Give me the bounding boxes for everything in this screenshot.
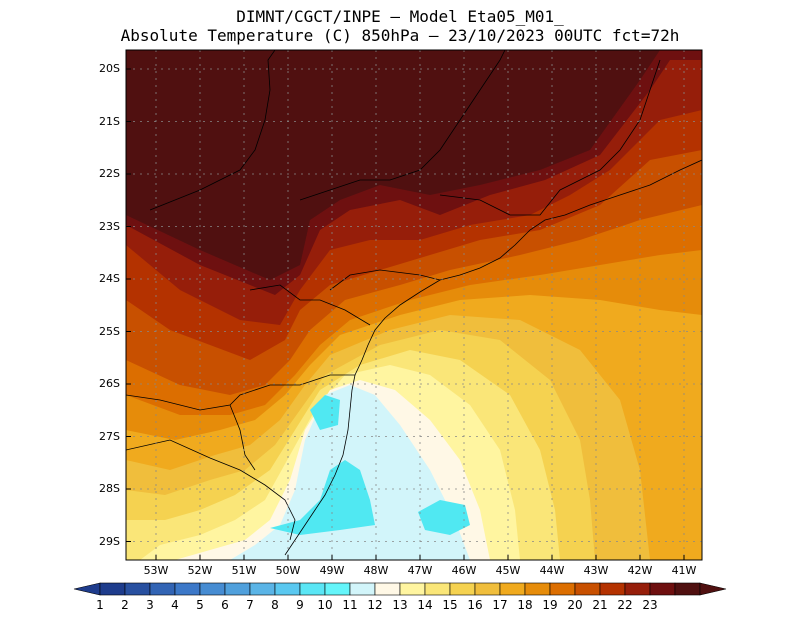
colorbar-swatch [199,582,226,596]
lat-label: 24S [99,272,120,285]
colorbar-high-arrow [699,582,727,596]
lon-label: 47W [407,564,433,577]
lat-label: 26S [99,377,120,390]
field-layer-10b [310,395,340,430]
state-boundary-5 [299,50,506,201]
field-layer-10c [418,500,470,535]
colorbar-swatch [124,582,151,596]
colorbar-low-arrow [73,582,101,596]
lon-label: 49W [319,564,345,577]
colorbar-label: 17 [492,598,508,612]
state-boundary-2 [126,439,296,541]
colorbar-swatch [649,582,676,596]
axis-ticks [126,68,685,560]
lon-label: 52W [187,564,213,577]
colorbar-label: 13 [392,598,408,612]
lon-label: 50W [275,564,301,577]
lon-label: 42W [627,564,653,577]
lon-label: 53W [143,564,169,577]
colorbar-label: 10 [317,598,333,612]
title-line-2: Absolute Temperature (C) 850hPa – 23/10/… [120,26,680,45]
colorbar-swatch [374,582,401,596]
colorbar-label: 2 [121,598,129,612]
colorbar-swatch [149,582,176,596]
state-boundary-1 [126,374,355,411]
lat-label: 20S [99,62,120,75]
lon-label: 41W [671,564,697,577]
lat-label: 21S [99,114,120,128]
colorbar-label: 9 [296,598,304,612]
colorbar-swatch [674,582,701,596]
lat-label: 28S [99,482,120,495]
state-boundary-6 [439,59,661,216]
graticule [126,50,702,560]
colorbar-label: 4 [171,598,179,612]
colorbar-label: 1 [96,598,104,612]
colorbar-label: 22 [617,598,633,612]
lat-label: 29S [99,534,120,548]
field-layer-10a [270,460,375,535]
colorbar-swatch [324,582,351,596]
title-line-1: DIMNT/CGCT/INPE – Model Eta05_M01_ [236,7,564,26]
colorbar-label: 15 [442,598,458,612]
colorbar-swatch [449,582,476,596]
state-boundary-8 [229,404,256,471]
colorbar-swatch [249,582,276,596]
colorbar-label: 5 [196,598,204,612]
colorbar-swatch [624,582,651,596]
plot-frame [125,49,703,561]
lat-label: 23S [99,219,120,233]
colorbar-swatch [99,582,126,596]
state-boundary-7 [329,269,441,291]
state-boundary-4 [149,50,276,211]
colorbar-label: 19 [542,598,558,612]
lon-label: 51W [231,564,257,577]
colorbar-label: 18 [517,598,533,612]
colorbar-label: 8 [271,598,279,612]
colorbar-label: 11 [342,598,358,612]
colorbar-label: 7 [246,598,254,612]
colorbar-swatch [474,582,501,596]
colorbar [73,582,727,596]
colorbar-swatch [424,582,451,596]
temperature-field [126,50,702,560]
lat-label: 27S [99,429,120,443]
colorbar-swatch [174,582,201,596]
lon-label: 43W [583,564,609,577]
colorbar-label: 6 [221,598,229,612]
colorbar-swatch [274,582,301,596]
lon-label: 46W [451,564,477,577]
lon-label: 45W [495,564,521,577]
colorbar-swatch [549,582,576,596]
colorbar-label: 14 [417,598,433,612]
colorbar-label: 12 [367,598,383,612]
lon-label: 44W [539,564,565,577]
colorbar-swatch [599,582,626,596]
colorbar-label: 3 [146,598,154,612]
colorbar-label: 21 [592,598,608,612]
coastline [284,159,702,556]
lat-label: 25S [99,324,120,338]
colorbar-swatch [224,582,251,596]
lon-label: 48W [363,564,389,577]
colorbar-label: 20 [567,598,583,612]
colorbar-swatch [499,582,526,596]
colorbar-label: 16 [467,598,483,612]
state-boundary-3 [249,284,371,326]
colorbar-swatch [299,582,326,596]
lat-label: 22S [99,167,120,180]
colorbar-swatch [399,582,426,596]
colorbar-swatch [524,582,551,596]
colorbar-swatch [574,582,601,596]
colorbar-label: 23 [642,598,658,612]
geographic-boundaries [126,50,702,556]
colorbar-swatch [349,582,376,596]
